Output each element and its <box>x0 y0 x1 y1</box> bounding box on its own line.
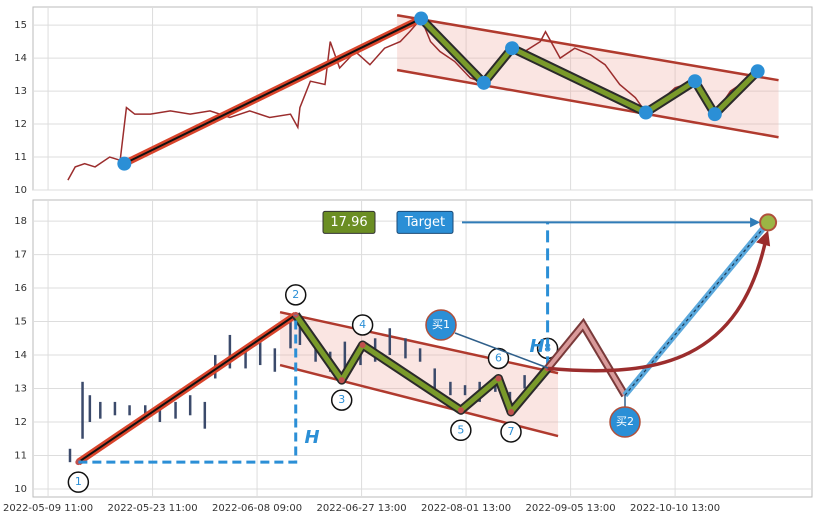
y-tick-label: 15 <box>14 20 27 31</box>
pattern-point <box>338 377 345 384</box>
x-tick-label: 2022-09-05 13:00 <box>526 503 616 514</box>
channel-fill <box>280 312 559 437</box>
plot-area <box>32 199 813 498</box>
point-label: 7 <box>508 425 515 438</box>
pattern-point <box>505 41 520 56</box>
y-tick-label: 14 <box>14 350 27 361</box>
plot-area <box>32 6 813 191</box>
y-tick-label: 11 <box>14 450 27 461</box>
forecast-arc <box>547 238 768 373</box>
pattern-leg <box>77 314 297 464</box>
point-label-ring <box>351 314 374 336</box>
h-label: H <box>529 336 544 357</box>
point-label-ring <box>500 421 522 443</box>
pattern-point <box>508 408 515 415</box>
x-tick-label: 2022-10-10 13:00 <box>630 503 720 514</box>
y-tick-label: 12 <box>14 119 27 130</box>
point-label: 4 <box>359 318 366 331</box>
pattern-point <box>638 105 653 120</box>
x-tick-label: 2022-06-08 09:00 <box>212 503 302 514</box>
y-tick-label: 10 <box>14 185 27 196</box>
y-tick-label: 13 <box>14 86 27 97</box>
channel-line <box>396 68 779 139</box>
y-tick-label: 13 <box>14 384 27 395</box>
point-label: 1 <box>75 475 82 488</box>
point-label: 3 <box>338 393 345 406</box>
value-box <box>322 210 376 234</box>
buy1-pointer <box>454 332 549 369</box>
y-tick-label: 14 <box>14 53 27 64</box>
buy2-label: 买2 <box>616 415 634 428</box>
y-tick-label: 10 <box>14 484 27 495</box>
x-tick-label: 2022-05-23 11:00 <box>107 503 197 514</box>
channel-line <box>279 310 559 375</box>
pattern-leg <box>123 17 422 165</box>
x-tick-label: 2022-05-09 11:00 <box>3 503 93 514</box>
target-point <box>759 213 778 232</box>
target-value: 17.96 <box>330 215 367 230</box>
pattern-point <box>707 107 722 122</box>
h-measure <box>78 314 298 464</box>
y-tick-label: 18 <box>14 216 27 227</box>
pattern-point <box>117 156 132 171</box>
buy2-badge <box>609 406 641 438</box>
y-tick-label: 12 <box>14 417 27 428</box>
pattern-point <box>414 11 429 26</box>
target-label: Target <box>404 215 445 230</box>
buy1-badge <box>425 309 457 341</box>
pattern-point <box>687 74 702 89</box>
pattern-point <box>476 75 491 90</box>
pattern-point <box>359 341 366 348</box>
point-label-ring <box>330 389 353 411</box>
h-label: H <box>304 427 319 448</box>
x-tick-label: 2022-06-27 13:00 <box>317 503 407 514</box>
pattern-point <box>457 407 464 414</box>
point-label-ring <box>450 419 472 442</box>
y-tick-label: 16 <box>14 283 27 294</box>
pattern-point <box>495 375 502 382</box>
point-label-ring <box>67 471 90 493</box>
arc-head <box>756 230 771 247</box>
y-tick-label: 17 <box>14 250 27 261</box>
point-label-ring <box>284 284 307 306</box>
target-box <box>396 210 454 234</box>
buy1-label: 买1 <box>432 318 450 331</box>
point-label: 6 <box>495 351 502 364</box>
point-label: 2 <box>292 288 299 301</box>
channel-fill <box>397 15 779 138</box>
y-tick-label: 11 <box>14 152 27 163</box>
pattern-point <box>750 64 765 79</box>
target-arrowhead <box>750 217 761 228</box>
point-label: 5 <box>457 423 464 436</box>
x-tick-label: 2022-08-01 13:00 <box>421 503 511 514</box>
channel-line <box>396 14 779 82</box>
point-label-ring <box>487 347 510 370</box>
y-tick-label: 15 <box>14 317 27 328</box>
